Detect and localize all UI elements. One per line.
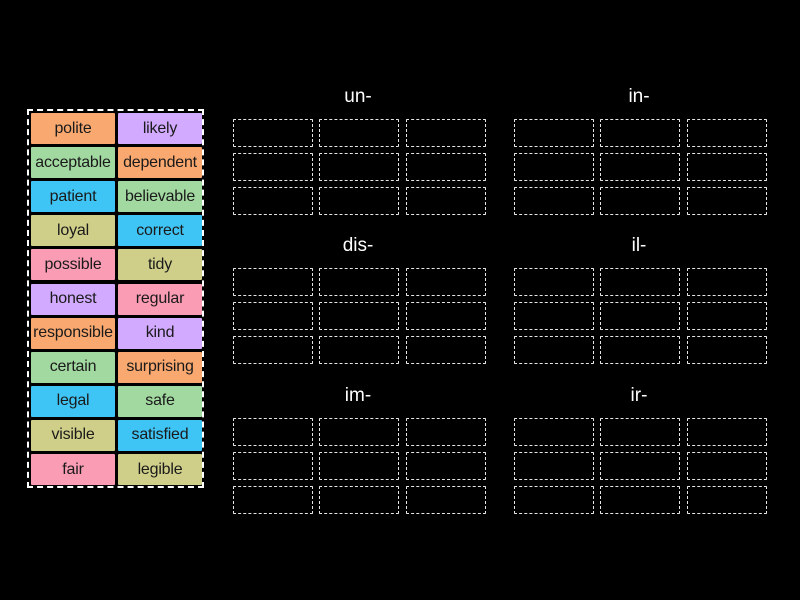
drop-slot[interactable] [233, 187, 313, 215]
drop-slot[interactable] [514, 187, 594, 215]
group-il: il- [511, 235, 767, 370]
drop-slot[interactable] [514, 418, 594, 446]
drop-slot[interactable] [319, 187, 399, 215]
word-tile[interactable]: tidy [118, 249, 202, 281]
word-tile[interactable]: dependent [118, 147, 202, 179]
drop-slot[interactable] [233, 452, 313, 480]
drop-slot[interactable] [514, 119, 594, 147]
drop-slot[interactable] [600, 268, 680, 296]
group-im: im- [230, 385, 486, 520]
drop-slot[interactable] [406, 268, 486, 296]
group-ir: ir- [511, 385, 767, 520]
word-tile[interactable]: loyal [31, 215, 115, 247]
drop-slot[interactable] [600, 452, 680, 480]
drop-slot[interactable] [406, 153, 486, 181]
drop-slot[interactable] [319, 452, 399, 480]
group-dis: dis- [230, 235, 486, 370]
word-bank: polite likely acceptable dependent patient be… [27, 109, 204, 488]
drop-slot[interactable] [687, 486, 767, 514]
drop-slot[interactable] [514, 153, 594, 181]
drop-slot[interactable] [319, 486, 399, 514]
drop-slot[interactable] [687, 153, 767, 181]
drop-slot[interactable] [233, 268, 313, 296]
word-tile[interactable]: honest [31, 283, 115, 315]
word-tile[interactable]: likely [118, 113, 202, 144]
group-title-im: im- [344, 385, 372, 406]
drop-slot[interactable] [406, 187, 486, 215]
drop-slot[interactable] [687, 268, 767, 296]
word-tile[interactable]: legal [31, 385, 115, 417]
drop-slot[interactable] [687, 119, 767, 147]
group-title-dis: dis- [342, 235, 374, 256]
drop-slot[interactable] [687, 418, 767, 446]
word-tile[interactable]: believable [118, 181, 202, 213]
drop-slot[interactable] [600, 486, 680, 514]
drop-slot[interactable] [319, 302, 399, 330]
word-tile[interactable]: correct [118, 215, 202, 247]
drop-slot[interactable] [600, 119, 680, 147]
drop-slot[interactable] [600, 187, 680, 215]
word-tile[interactable]: safe [118, 385, 202, 417]
word-tile[interactable]: surprising [118, 351, 202, 383]
drop-slot[interactable] [514, 336, 594, 364]
word-tile[interactable]: kind [118, 317, 202, 349]
word-tile[interactable]: satisfied [118, 419, 202, 451]
word-tile[interactable]: fair [31, 454, 115, 485]
word-tile[interactable]: patient [31, 181, 115, 213]
drop-slot[interactable] [233, 486, 313, 514]
group-in: in- [511, 86, 767, 221]
drop-slot[interactable] [233, 418, 313, 446]
group-title-il: il- [631, 235, 647, 256]
drop-slot[interactable] [687, 302, 767, 330]
drop-slot[interactable] [406, 336, 486, 364]
word-tile[interactable]: regular [118, 283, 202, 315]
drop-slot[interactable] [406, 302, 486, 330]
word-tile[interactable]: acceptable [31, 147, 115, 179]
drop-slot[interactable] [233, 302, 313, 330]
drop-slot[interactable] [233, 153, 313, 181]
drop-slot[interactable] [233, 336, 313, 364]
word-tile[interactable]: possible [31, 249, 115, 281]
drop-slot[interactable] [514, 302, 594, 330]
word-tile[interactable]: responsible [31, 317, 115, 349]
drop-slot[interactable] [233, 119, 313, 147]
drop-slot[interactable] [687, 336, 767, 364]
drop-slot[interactable] [406, 418, 486, 446]
word-tile[interactable]: visible [31, 419, 115, 451]
group-un: un- [230, 86, 486, 221]
drop-slot[interactable] [600, 418, 680, 446]
drop-slot[interactable] [406, 452, 486, 480]
drop-slot[interactable] [600, 302, 680, 330]
drop-slot[interactable] [406, 119, 486, 147]
drop-slot[interactable] [514, 452, 594, 480]
drop-slot[interactable] [406, 486, 486, 514]
drop-slot[interactable] [600, 153, 680, 181]
word-tile[interactable]: polite [31, 113, 115, 144]
drop-slot[interactable] [687, 452, 767, 480]
group-title-in: in- [628, 86, 650, 107]
word-tile[interactable]: legible [118, 454, 202, 485]
group-title-un: un- [344, 86, 372, 107]
drop-slot[interactable] [319, 153, 399, 181]
drop-slot[interactable] [319, 336, 399, 364]
group-title-ir: ir- [630, 385, 648, 406]
drop-slot[interactable] [687, 187, 767, 215]
word-tile[interactable]: certain [31, 351, 115, 383]
drop-slot[interactable] [514, 268, 594, 296]
drop-slot[interactable] [600, 336, 680, 364]
drop-slot[interactable] [319, 418, 399, 446]
drop-slot[interactable] [319, 268, 399, 296]
drop-slot[interactable] [514, 486, 594, 514]
drop-slot[interactable] [319, 119, 399, 147]
